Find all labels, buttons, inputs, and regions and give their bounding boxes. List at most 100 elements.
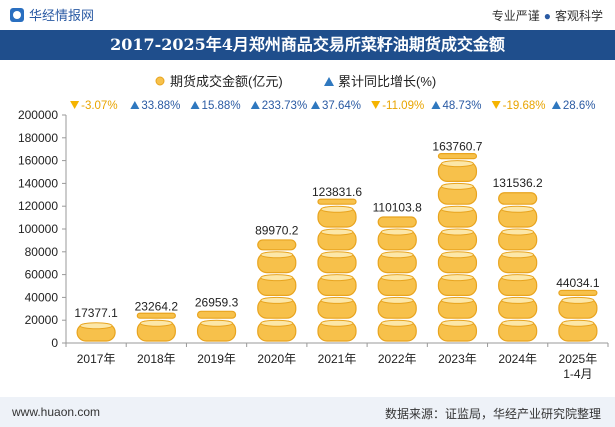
growth-item: 28.6% — [551, 100, 596, 112]
growth-item: 37.64% — [311, 100, 361, 112]
bar-data-label: 44034.1 — [556, 276, 600, 290]
coin-rim — [260, 319, 294, 327]
legend-item-growth: 累计同比增长(%) — [324, 74, 436, 89]
x-tick-label: 2021年 — [318, 352, 357, 366]
x-tick-label: 2019年 — [197, 352, 236, 366]
growth-item: 48.73% — [431, 100, 481, 112]
chart-legend: 期货成交金额(亿元) 累计同比增长(%) — [155, 74, 436, 89]
growth-label: -19.68% — [503, 100, 546, 112]
coin-pot — [437, 160, 478, 182]
growth-up-triangle — [311, 101, 320, 109]
tagline-right: 客观科学 — [554, 9, 603, 23]
coin-rim — [440, 319, 474, 327]
top-bar: 华经情报网 专业严谨 ● 客观科学 — [0, 0, 615, 30]
brand-logo-icon — [10, 7, 24, 22]
footer-url[interactable]: www.huaon.com — [12, 405, 101, 419]
y-tick-label: 60000 — [25, 268, 59, 282]
coin-rim — [320, 274, 354, 282]
tagline: 专业严谨 ● 客观科学 — [492, 7, 603, 24]
bar-data-label: 17377.1 — [74, 306, 118, 320]
coin-body — [377, 216, 417, 228]
bar-data-label: 23264.2 — [135, 299, 179, 313]
x-tick-label: 2020年 — [257, 352, 296, 366]
bar-data-label: 89970.2 — [255, 223, 299, 237]
coin-pot — [377, 296, 417, 319]
bar: 89970.2 — [255, 223, 299, 342]
growth-item: -11.09% — [371, 100, 424, 112]
growth-label: -3.07% — [81, 100, 117, 112]
growth-item: 33.88% — [130, 100, 180, 112]
coin-body — [437, 153, 478, 160]
coin-body — [136, 312, 176, 319]
coin-rim — [440, 182, 474, 190]
growth-label: 15.88% — [202, 100, 241, 112]
coin-rim — [440, 160, 474, 168]
chart: 期货成交金额(亿元) 累计同比增长(%) -3.07% 33.88% 15.88% 2… — [18, 74, 609, 381]
coin-rim — [440, 274, 474, 282]
coin-rim — [320, 251, 354, 259]
coin-pot — [257, 274, 297, 297]
growth-label: 28.6% — [563, 100, 596, 112]
coin-rim — [561, 296, 595, 304]
coin-rim — [260, 274, 294, 282]
growth-item: 233.73% — [250, 100, 307, 112]
coin-pot — [437, 296, 478, 319]
coin-rim — [501, 251, 535, 259]
coin-rim — [79, 322, 113, 330]
coin-pot — [377, 228, 417, 251]
coin-pot — [437, 153, 478, 160]
coin-rim — [440, 205, 474, 213]
coin-pot — [377, 274, 417, 297]
footer-source: 数据来源：证监局，华经产业研究院整理 — [384, 407, 601, 421]
coin-pot — [377, 216, 417, 228]
tagline-dot-icon: ● — [543, 9, 551, 23]
growth-up-triangle — [250, 101, 260, 109]
title-bar: 2017-2025年4月郑州商品交易所菜籽油期货成交金额 — [0, 30, 615, 60]
coin-rim — [501, 296, 535, 304]
coin-pot — [437, 228, 478, 251]
coin-rim — [501, 205, 535, 213]
bar: 163760.7 — [432, 139, 483, 342]
x-axis: 2017年 2018年 2019年 2020年 2021年 2022年 2023年 2024年… — [65, 342, 609, 381]
coin-pot — [437, 251, 478, 274]
coin-rim — [440, 251, 474, 259]
bar: 26959.3 — [195, 295, 239, 342]
coin-rim — [260, 251, 294, 259]
y-tick-label: 80000 — [25, 245, 59, 259]
coin-body — [558, 289, 598, 296]
bar: 123831.6 — [312, 185, 362, 342]
coin-pot — [136, 319, 176, 342]
coin-pot — [257, 251, 297, 274]
coin-pot — [76, 322, 116, 342]
footer: www.huaon.com 数据来源：证监局，华经产业研究院整理 — [0, 397, 615, 427]
growth-label: 37.64% — [322, 100, 361, 112]
brand[interactable]: 华经情报网 — [10, 5, 94, 24]
legend-label-growth: 累计同比增长(%) — [338, 74, 436, 89]
chart-title: 2017-2025年4月郑州商品交易所菜籽油期货成交金额 — [110, 35, 505, 54]
bar-data-label: 26959.3 — [195, 295, 239, 309]
x-tick-label: 2022年 — [378, 352, 417, 366]
x-tick-label: 2018年 — [137, 352, 176, 366]
coin-pot — [377, 251, 417, 274]
coin-pot — [498, 274, 538, 297]
coin-rim — [380, 296, 414, 304]
x-tick-label: 2023年 — [438, 352, 477, 366]
growth-label: 233.73% — [262, 100, 307, 112]
legend-coin-icon — [155, 76, 165, 86]
coin-pot — [257, 296, 297, 319]
growth-down-triangle — [371, 101, 381, 109]
coin-pot — [257, 319, 297, 342]
coin-rim — [200, 319, 234, 327]
bar-data-label: 110103.8 — [373, 200, 422, 214]
growth-down-triangle — [491, 101, 501, 109]
coin-pot — [317, 274, 357, 297]
growth-label: 48.73% — [442, 100, 481, 112]
growth-label: 33.88% — [141, 100, 180, 112]
coin-rim — [260, 296, 294, 304]
coin-pot — [317, 251, 357, 274]
bar-data-label: 163760.7 — [432, 139, 482, 153]
brand-name: 华经情报网 — [29, 8, 95, 23]
bar: 131536.2 — [493, 176, 543, 342]
coin-pot — [437, 205, 478, 228]
y-axis: 0 20000 40000 60000 80000 100000 120000 140000 1… — [18, 108, 67, 350]
